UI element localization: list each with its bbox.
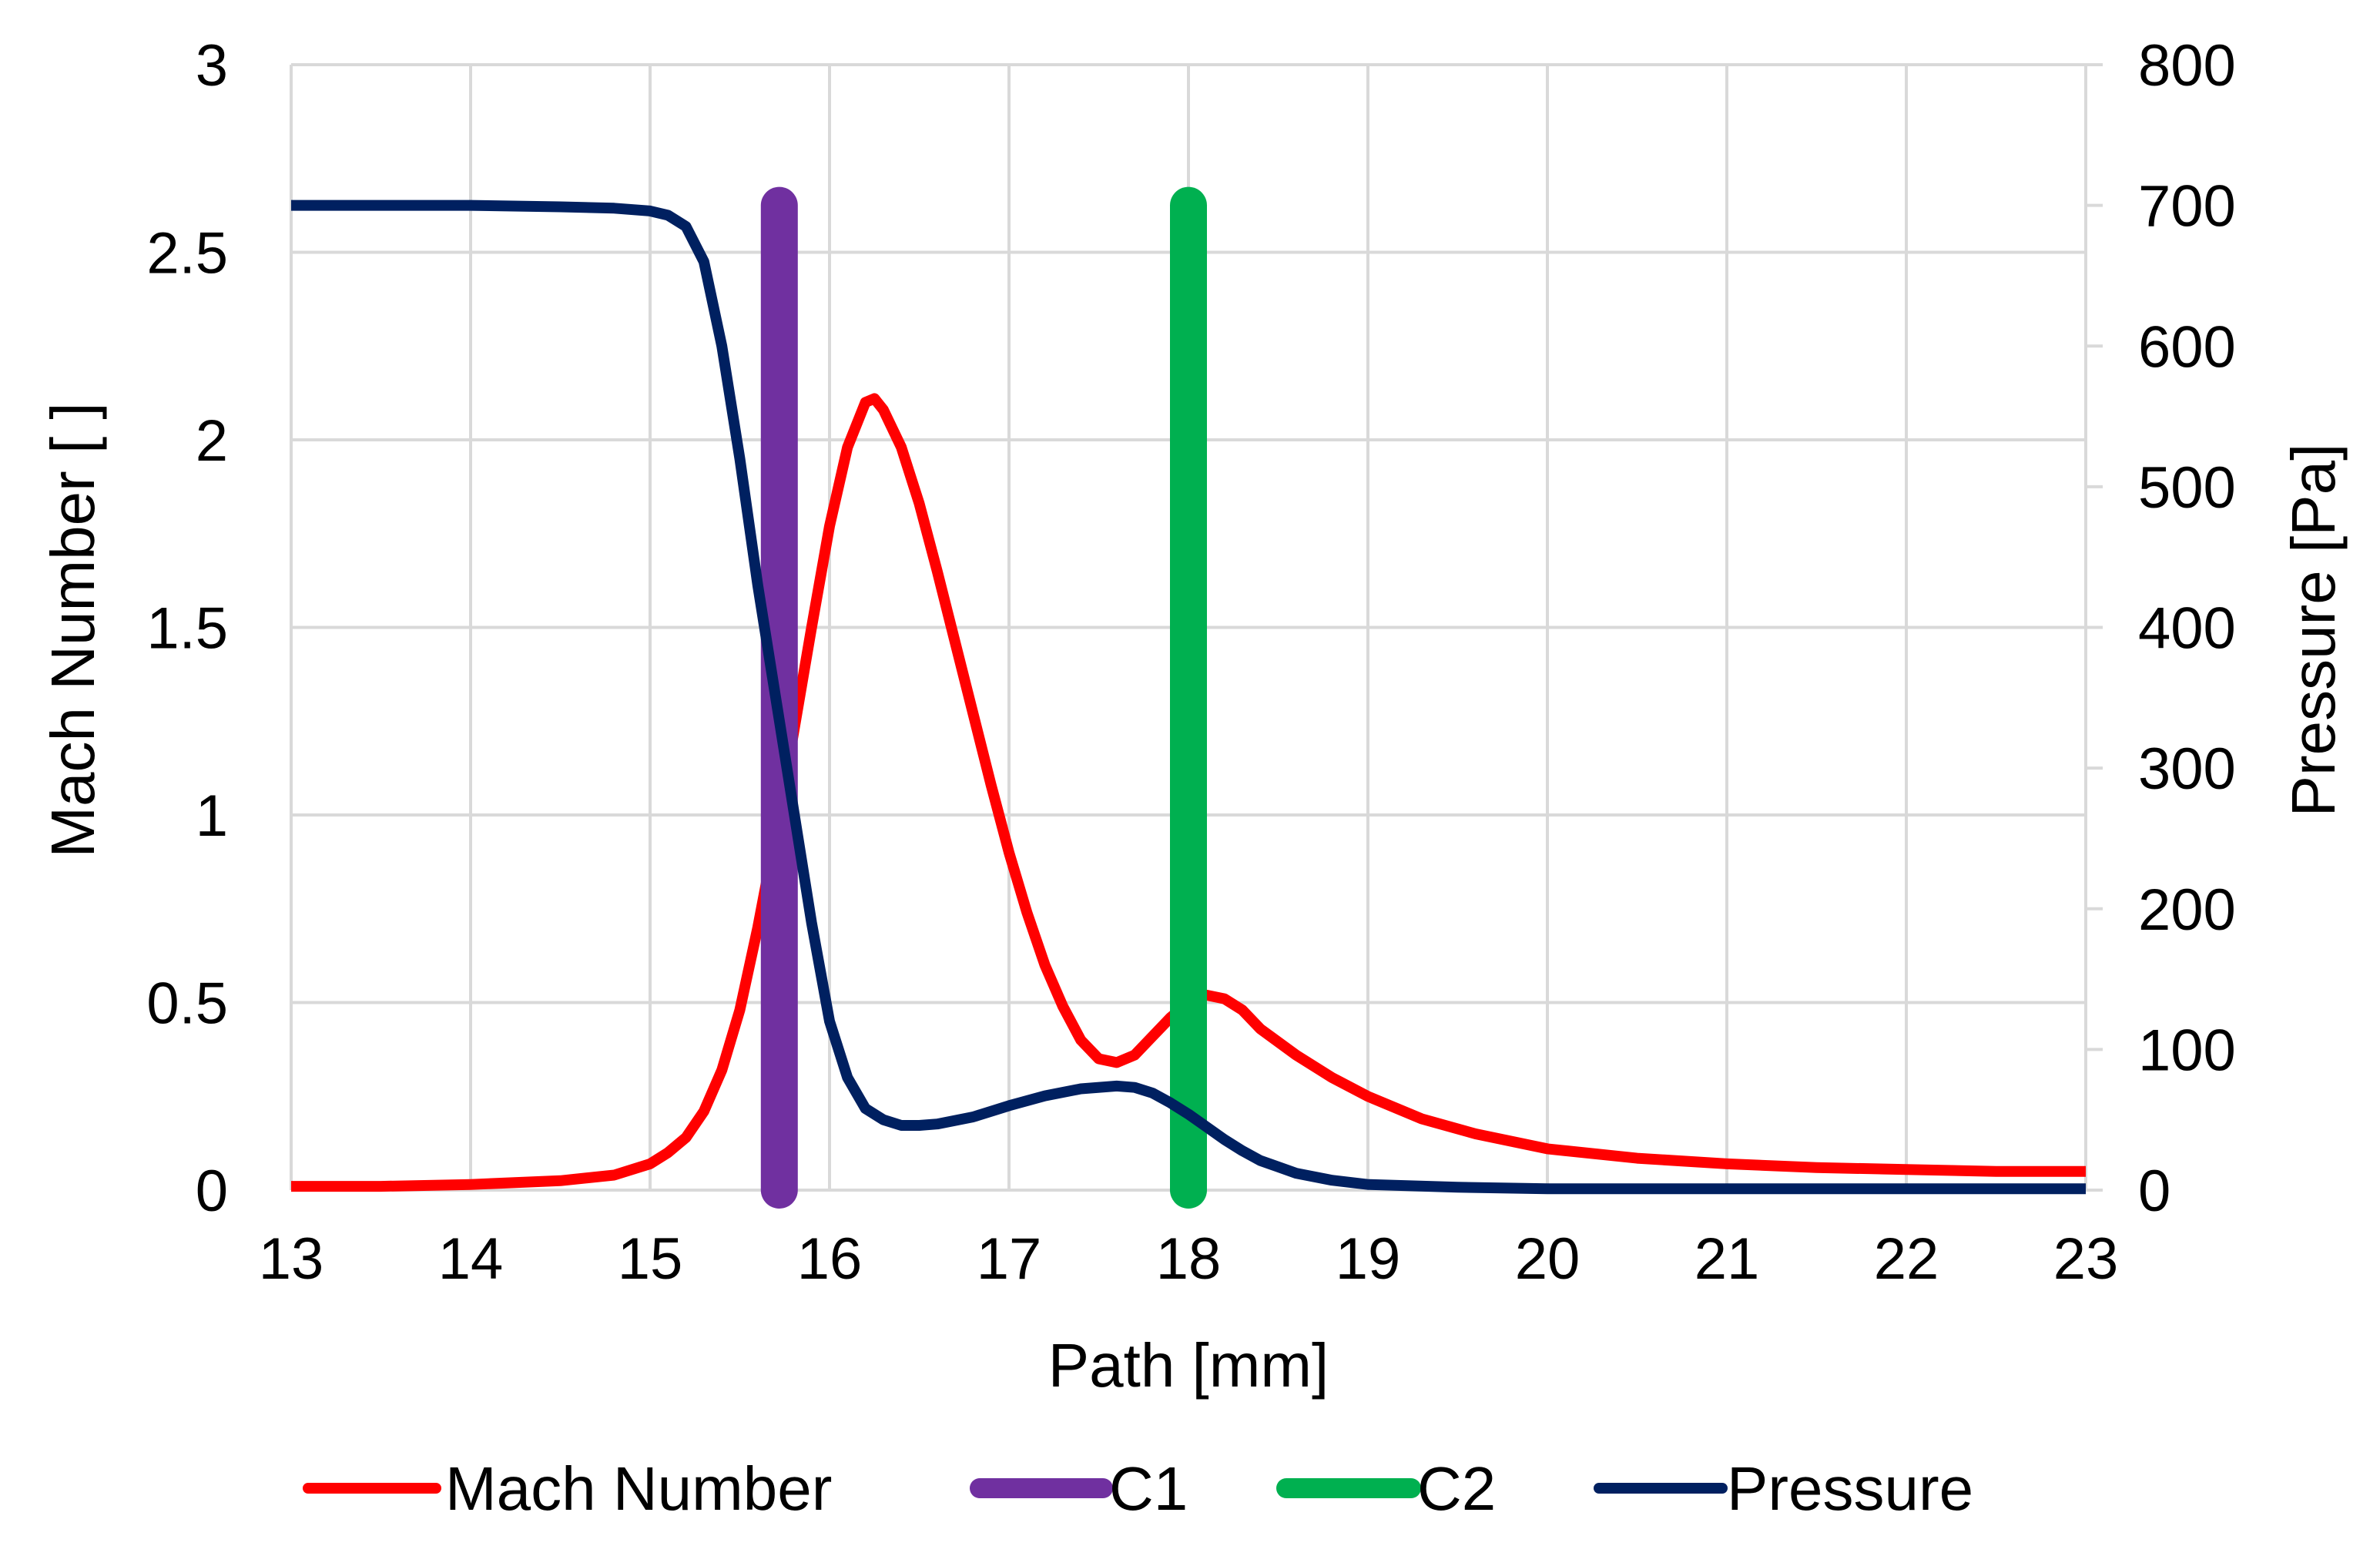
series-lines <box>291 186 2086 1209</box>
y-tick-label: 1 <box>196 783 228 849</box>
x-tick-label: 14 <box>438 1226 504 1292</box>
series-line-mach-number <box>291 393 2086 1192</box>
x-tick-label: 19 <box>1336 1226 1401 1292</box>
y2-tick-label: 400 <box>2138 596 2236 662</box>
series-line-pressure <box>291 200 2086 1195</box>
y2-axis-title: Pressure [Pa] <box>2279 444 2348 817</box>
y-tick-label: 2.5 <box>146 221 228 287</box>
axes: 13 14 15 16 17 18 19 20 21 22 23 0 0.5 1 1.5 2 2.5 3 0 100 2… <box>146 33 2235 1292</box>
x-tick-label: 15 <box>618 1226 683 1292</box>
x-tick-label: 20 <box>1515 1226 1581 1292</box>
y2-tick-label: 700 <box>2138 174 2236 240</box>
x-tick-label: 17 <box>977 1226 1042 1292</box>
legend-label-c2: C2 <box>1417 1454 1496 1523</box>
y-tick-label: 0 <box>196 1159 228 1224</box>
y2-tick-label: 800 <box>2138 33 2236 99</box>
x-tick-label: 18 <box>1156 1226 1222 1292</box>
legend-label-c1: C1 <box>1109 1454 1188 1523</box>
x-tick-label: 22 <box>1874 1226 1939 1292</box>
y-tick-label: 2 <box>196 408 228 474</box>
y-tick-label: 0.5 <box>146 971 228 1037</box>
y2-tick-label: 500 <box>2138 455 2236 521</box>
legend-label-mach-number: Mach Number <box>445 1454 832 1523</box>
y2-tick-label: 200 <box>2138 877 2236 943</box>
legend-label-pressure: Pressure <box>1727 1454 1973 1523</box>
y2-tick-label: 100 <box>2138 1018 2236 1083</box>
x-tick-label: 21 <box>1694 1226 1760 1292</box>
y2-tick-label: 600 <box>2138 314 2236 380</box>
y-tick-label: 1.5 <box>146 596 228 662</box>
y-tick-label: 3 <box>196 33 228 99</box>
y2-tick-label: 0 <box>2138 1159 2170 1224</box>
x-tick-label: 13 <box>259 1226 324 1292</box>
x-tick-label: 16 <box>797 1226 863 1292</box>
y2-tick-label: 300 <box>2138 736 2236 802</box>
legend: Mach Number C1 C2 Pressure <box>303 1454 1973 1523</box>
x-tick-label: 23 <box>2053 1226 2119 1292</box>
x-axis-title: Path [mm] <box>1048 1331 1329 1400</box>
y-axis-title: Mach Number [ ] <box>39 402 107 857</box>
